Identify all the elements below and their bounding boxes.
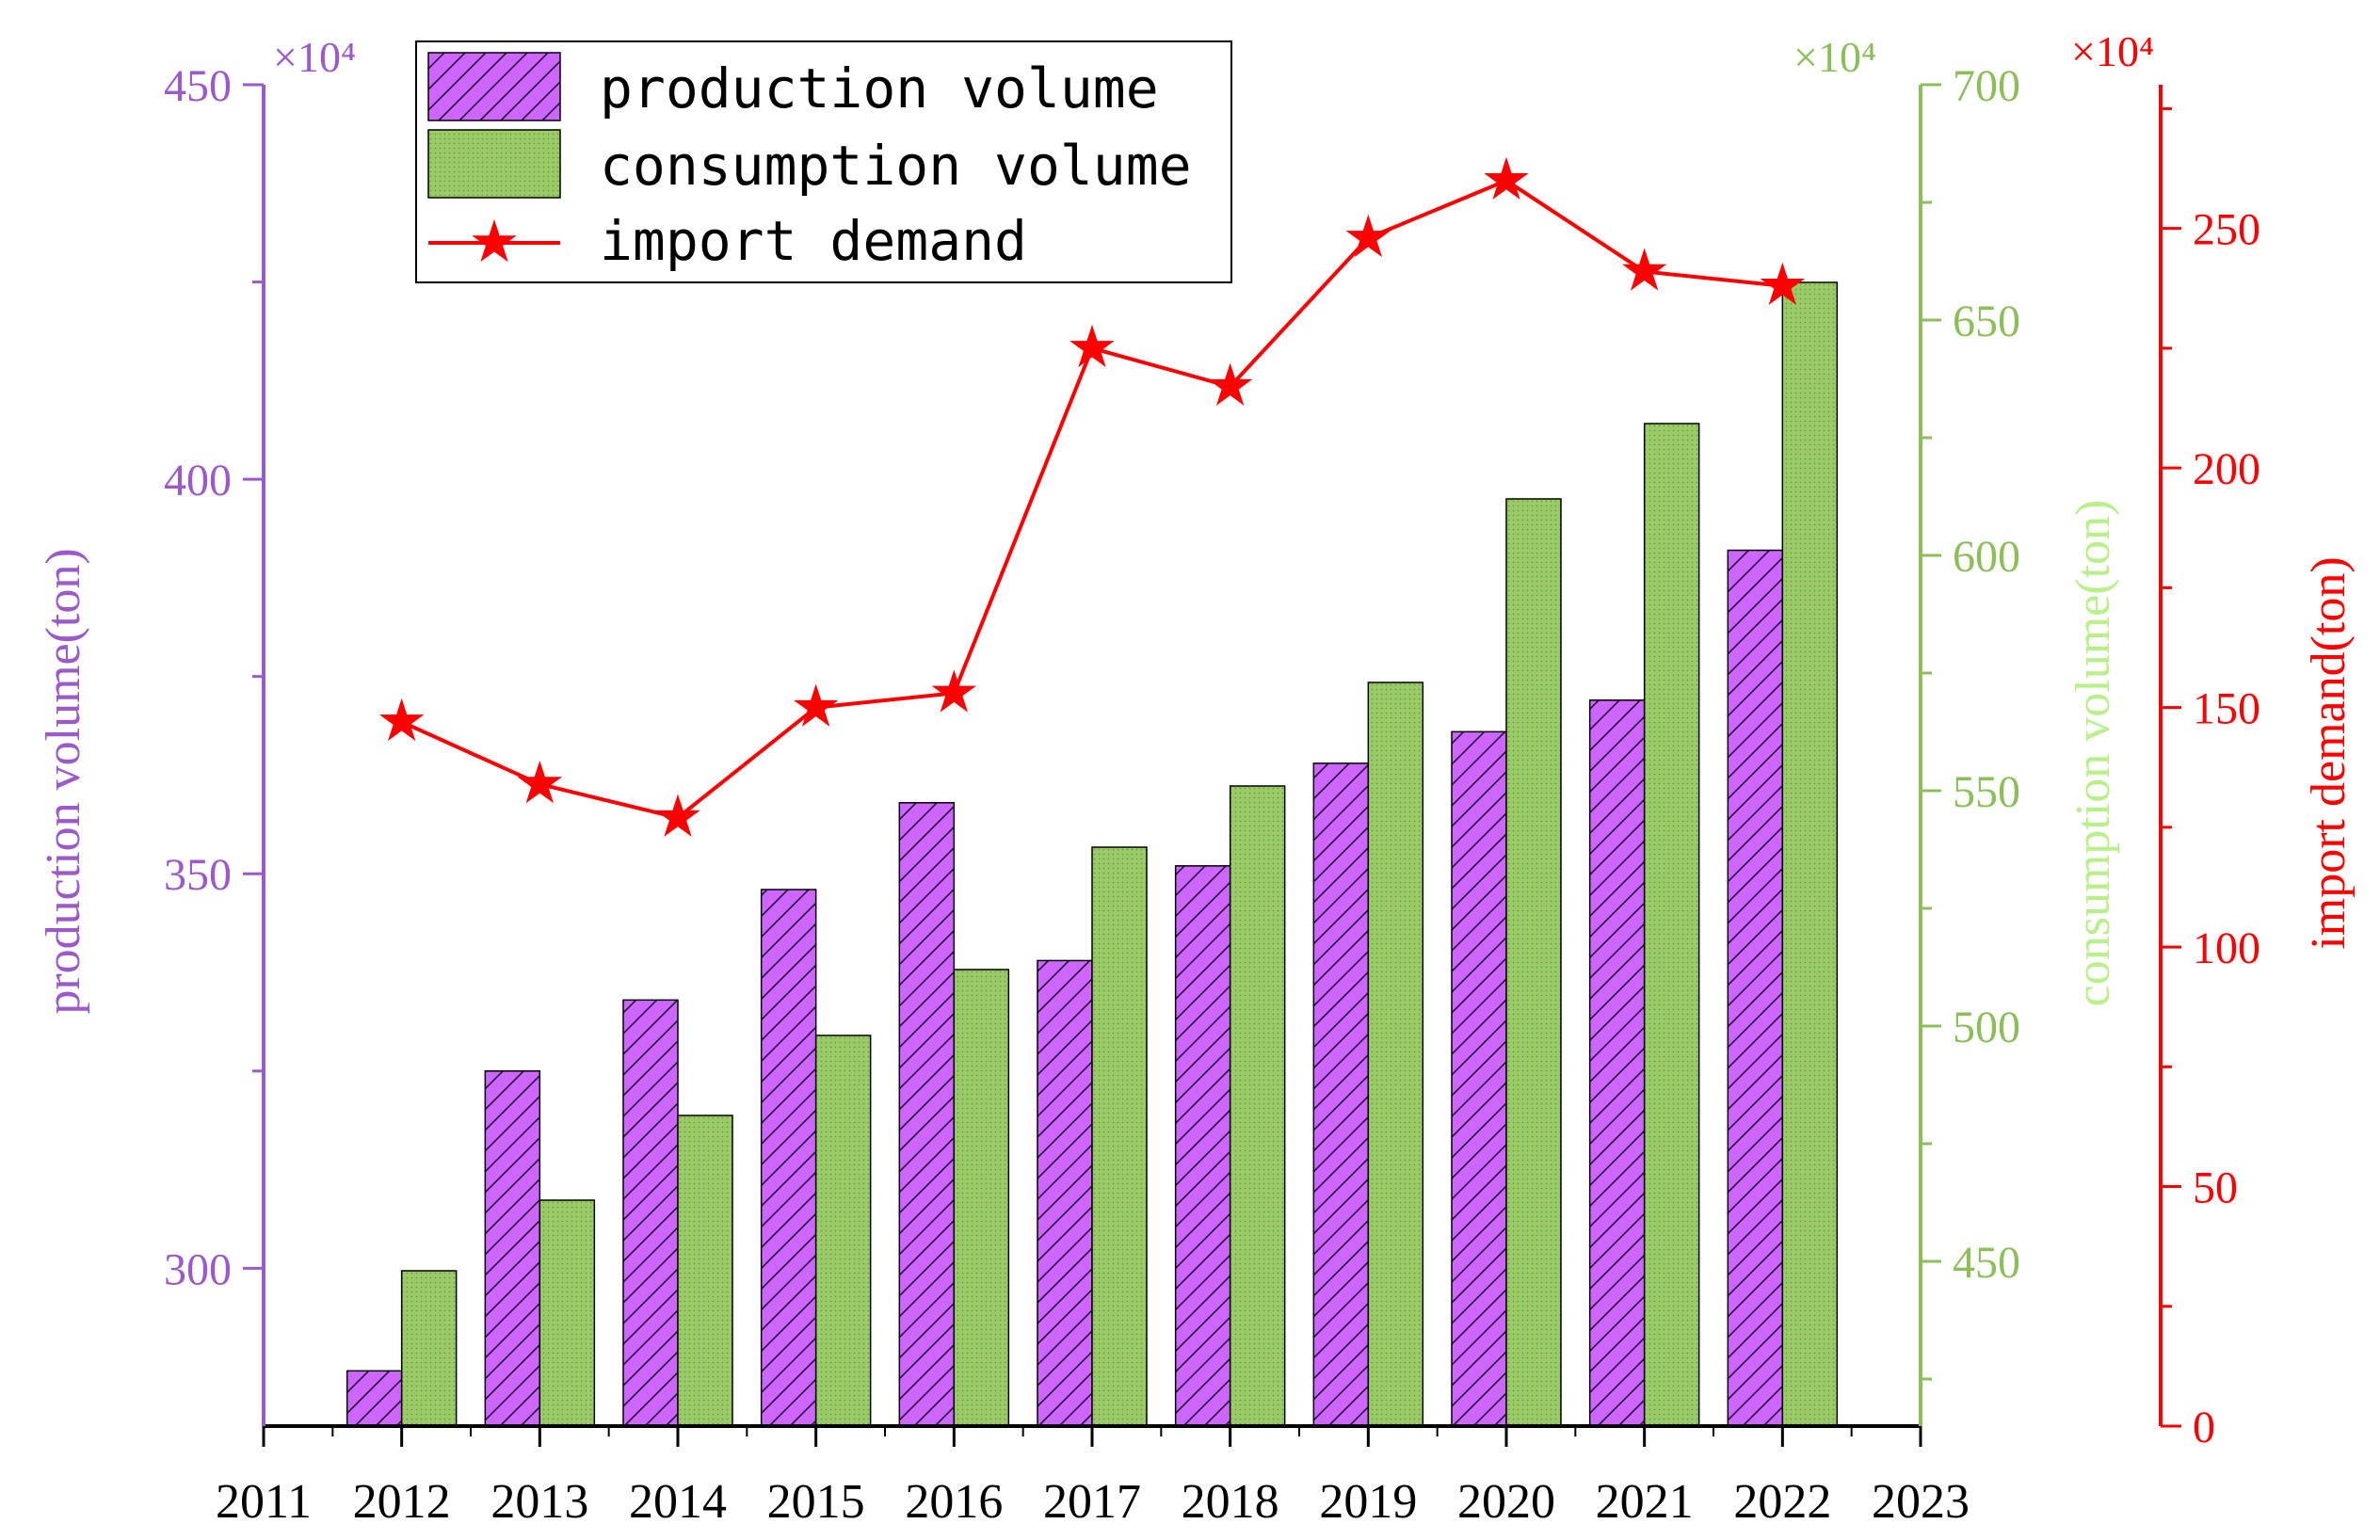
import-marker-2020 (1484, 156, 1529, 201)
import-marker-2013 (517, 761, 563, 804)
bar-production-2021 (1588, 699, 1646, 1427)
import-tick-label-250: 250 (2193, 205, 2260, 255)
bar-production-2014 (622, 999, 679, 1427)
consumption-tick-label-450: 450 (1953, 1238, 2020, 1288)
left-tick-label-350: 350 (164, 850, 232, 900)
x-tick-label-2016: 2016 (905, 1475, 1003, 1529)
x-tick-label-2023: 2023 (1872, 1475, 1970, 1529)
import-marker-2016 (931, 669, 977, 713)
bar-consumption-2015 (814, 1035, 872, 1427)
legend: production volume consumption volume imp… (415, 40, 1232, 283)
import-tick-labels: 0 50 100 150 200 250 (2193, 205, 2260, 1452)
bar-consumption-2021 (1643, 423, 1700, 1427)
consumption-tick-label-650: 650 (1953, 297, 2020, 346)
bar-consumption-2018 (1229, 785, 1286, 1427)
bar-production-2015 (760, 889, 817, 1427)
left-tick-label-400: 400 (164, 456, 232, 505)
bar-production-2012 (346, 1370, 403, 1427)
consumption-tick-label-600: 600 (1953, 532, 2020, 582)
import-tick-label-50: 50 (2193, 1163, 2238, 1213)
legend-label-consumption: consumption volume (600, 134, 1192, 198)
right1-axis-title: consumption volume(ton) (2066, 500, 2120, 1007)
bar-production-2019 (1312, 762, 1370, 1427)
consumption-tick-label-550: 550 (1953, 767, 2020, 817)
import-y-axis: 0 50 100 150 200 250 ×10⁴ import demand(ton) (2071, 27, 2356, 1452)
import-ticks (2161, 106, 2181, 1428)
bar-consumption-2017 (1091, 846, 1148, 1427)
bar-production-2013 (484, 1070, 541, 1427)
bar-consumption-2022 (1781, 281, 1839, 1427)
right2-axis-multiplier: ×10⁴ (2071, 27, 2154, 75)
x-tick-label-2019: 2019 (1319, 1475, 1417, 1529)
left-y-axis: 300 350 400 450 ×10⁴ production volume(ton) (37, 33, 356, 1426)
import-tick-label-100: 100 (2193, 923, 2260, 973)
consumption-ticks (1921, 83, 1941, 1381)
bar-production-2018 (1174, 865, 1231, 1427)
right1-axis-multiplier: ×10⁴ (1793, 33, 1876, 81)
bars-layer (346, 281, 1839, 1427)
left-tick-labels: 300 350 400 450 (164, 61, 232, 1294)
left-ticks (243, 83, 264, 1270)
x-tick-label-2021: 2021 (1596, 1475, 1694, 1529)
consumption-tick-label-500: 500 (1953, 1003, 2020, 1052)
left-tick-label-450: 450 (164, 61, 232, 111)
bar-consumption-2012 (400, 1270, 458, 1427)
x-tick-label-2014: 2014 (629, 1475, 727, 1529)
import-marker-2021 (1621, 248, 1667, 291)
import-tick-label-200: 200 (2193, 444, 2260, 494)
consumption-y-axis: 450 500 550 600 650 700 ×10⁴ consumption volu… (1793, 33, 2120, 1426)
bar-consumption-2020 (1505, 498, 1562, 1427)
legend-label-import: import demand (600, 209, 1027, 273)
bar-consumption-2014 (677, 1115, 733, 1427)
import-marker-2017 (1069, 324, 1115, 368)
import-tick-label-0: 0 (2193, 1403, 2215, 1452)
x-tick-label-2015: 2015 (767, 1475, 865, 1529)
right2-axis-title: import demand(ton) (2302, 556, 2356, 949)
x-tick-label-2022: 2022 (1733, 1475, 1831, 1529)
import-tick-label-150: 150 (2193, 684, 2260, 734)
import-marker-2012 (378, 698, 425, 742)
bar-production-2016 (898, 802, 956, 1427)
x-tick-label-2011: 2011 (216, 1475, 312, 1529)
bar-production-2022 (1727, 549, 1784, 1427)
x-tick-label-2013: 2013 (490, 1475, 588, 1529)
left-axis-multiplier: ×10⁴ (273, 33, 356, 81)
x-tick-label-2012: 2012 (353, 1475, 451, 1529)
legend-swatch-production (427, 52, 561, 121)
consumption-tick-label-700: 700 (1953, 61, 2020, 111)
line-layer (378, 156, 1806, 837)
x-tick-labels: 2011 2012 2013 2014 2015 2016 2017 2018 2019 2020… (216, 1475, 1970, 1529)
left-tick-label-300: 300 (164, 1244, 232, 1294)
bar-production-2020 (1451, 730, 1507, 1427)
bar-consumption-2019 (1367, 682, 1424, 1427)
x-tick-label-2017: 2017 (1043, 1475, 1141, 1529)
x-tick-label-2020: 2020 (1457, 1475, 1555, 1529)
bar-consumption-2016 (953, 969, 1010, 1427)
bar-consumption-2013 (539, 1199, 596, 1427)
x-ticks (262, 1426, 1922, 1447)
bar-production-2017 (1037, 959, 1093, 1427)
x-tick-label-2018: 2018 (1182, 1475, 1279, 1529)
legend-label-production: production volume (600, 56, 1159, 120)
left-axis-title: production volume(ton) (37, 548, 90, 1014)
x-axis: 2011 2012 2013 2014 2015 2016 2017 2018 2019 2020… (216, 1424, 1970, 1529)
consumption-tick-labels: 450 500 550 600 650 700 (1953, 61, 2020, 1288)
import-marker-2019 (1345, 214, 1391, 258)
legend-swatch-consumption (427, 129, 561, 199)
